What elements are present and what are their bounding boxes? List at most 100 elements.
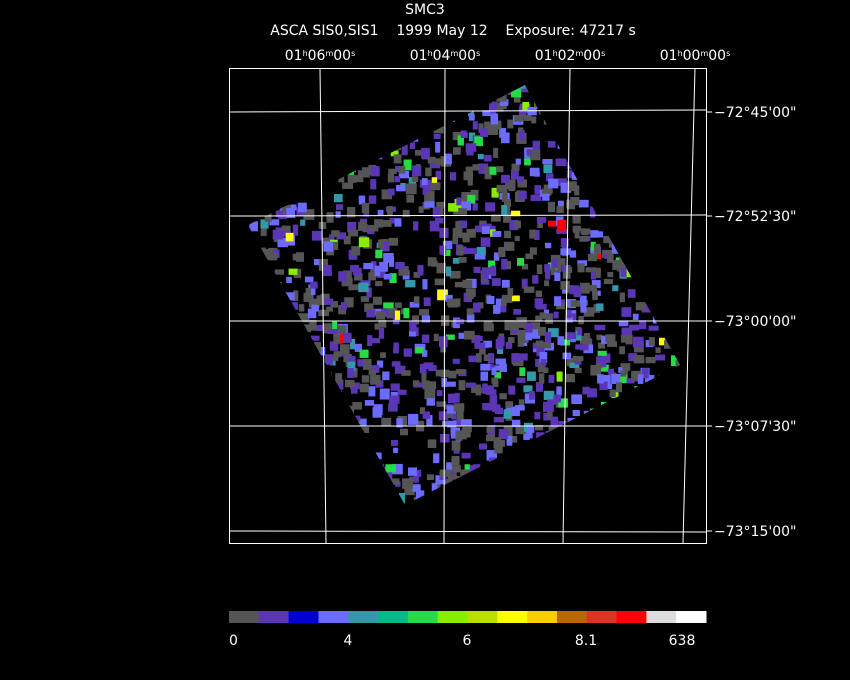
pixel	[541, 438, 553, 449]
pixel	[593, 243, 601, 254]
pixel	[299, 510, 307, 516]
pixel	[429, 220, 440, 232]
pixel	[462, 279, 473, 289]
pixel	[349, 139, 360, 146]
pixel	[590, 230, 599, 238]
pixel	[389, 273, 397, 284]
pixel	[622, 231, 631, 240]
pixel	[584, 131, 592, 143]
pixel	[452, 257, 460, 264]
pixel	[316, 378, 327, 388]
pixel	[614, 486, 620, 492]
pixel	[535, 315, 543, 321]
pixel	[391, 361, 401, 367]
pixel	[276, 122, 283, 132]
pixel	[468, 113, 475, 121]
pixel	[635, 302, 646, 311]
pixel	[349, 338, 356, 350]
pixel	[326, 439, 335, 446]
pixel	[517, 337, 524, 347]
pixel	[267, 252, 278, 261]
pixel	[314, 364, 323, 374]
colorbar-swatch	[676, 611, 707, 623]
pixel	[362, 140, 373, 148]
pixel	[534, 424, 544, 431]
pixel	[612, 285, 619, 292]
pixel	[438, 411, 449, 421]
pixel	[588, 186, 595, 198]
pixel	[451, 507, 460, 513]
pixel	[322, 323, 332, 334]
pixel	[281, 305, 292, 314]
pixel	[661, 398, 669, 410]
pixel	[452, 132, 462, 141]
pixel	[543, 401, 554, 412]
pixel	[495, 358, 506, 365]
pixel	[252, 410, 264, 420]
pixel	[529, 328, 541, 339]
pixel	[275, 506, 286, 512]
pixel	[472, 121, 478, 130]
colorbar-label: 8.1	[575, 633, 597, 649]
pixel	[307, 387, 316, 397]
pixel	[549, 463, 555, 475]
pixel	[682, 153, 692, 160]
pixel	[541, 341, 551, 349]
pixel	[300, 219, 306, 226]
pixel	[547, 410, 553, 420]
pixel	[376, 271, 386, 278]
pixel	[347, 368, 354, 378]
pixel	[683, 149, 692, 160]
pixel	[463, 503, 471, 505]
pixel	[482, 402, 491, 411]
pixel	[461, 428, 467, 440]
pixel	[522, 101, 530, 111]
pixel	[533, 461, 544, 469]
pixel	[480, 371, 489, 381]
pixel	[348, 229, 359, 237]
pixel	[253, 133, 264, 143]
pixel	[435, 141, 441, 153]
pixel	[500, 132, 510, 144]
pixel	[565, 152, 574, 158]
pixel	[335, 124, 344, 134]
pixel	[634, 256, 643, 264]
pixel	[266, 184, 273, 193]
pixel	[254, 151, 261, 163]
pixel	[618, 374, 628, 384]
pixel	[486, 496, 494, 505]
pixel	[422, 185, 432, 195]
pixel	[299, 472, 310, 480]
pixel	[689, 374, 695, 383]
pixel	[343, 427, 355, 434]
pixel	[493, 416, 505, 423]
pixel	[317, 104, 326, 112]
pixel	[311, 123, 320, 130]
pixel	[357, 148, 364, 154]
pixel	[634, 127, 645, 134]
pixel	[501, 85, 513, 95]
pixel	[466, 228, 476, 238]
pixel	[330, 93, 337, 103]
pixel	[578, 316, 584, 325]
pixel	[390, 383, 400, 391]
pixel	[600, 489, 607, 497]
pixel	[359, 383, 369, 393]
pixel	[608, 92, 617, 103]
pixel	[302, 393, 312, 403]
pixel	[627, 500, 637, 505]
pixel	[256, 439, 267, 447]
pixel	[658, 85, 664, 91]
pixel	[344, 90, 355, 97]
pixel	[492, 230, 502, 237]
pixel	[645, 356, 656, 364]
pixel	[522, 445, 534, 453]
pixel	[597, 342, 605, 349]
pixel	[344, 405, 355, 416]
pixel	[557, 178, 567, 186]
pixel	[248, 482, 257, 492]
pixel	[295, 100, 305, 111]
pixel	[447, 411, 453, 419]
dec-label: −72°45'00"	[714, 105, 796, 121]
pixel	[565, 332, 577, 339]
